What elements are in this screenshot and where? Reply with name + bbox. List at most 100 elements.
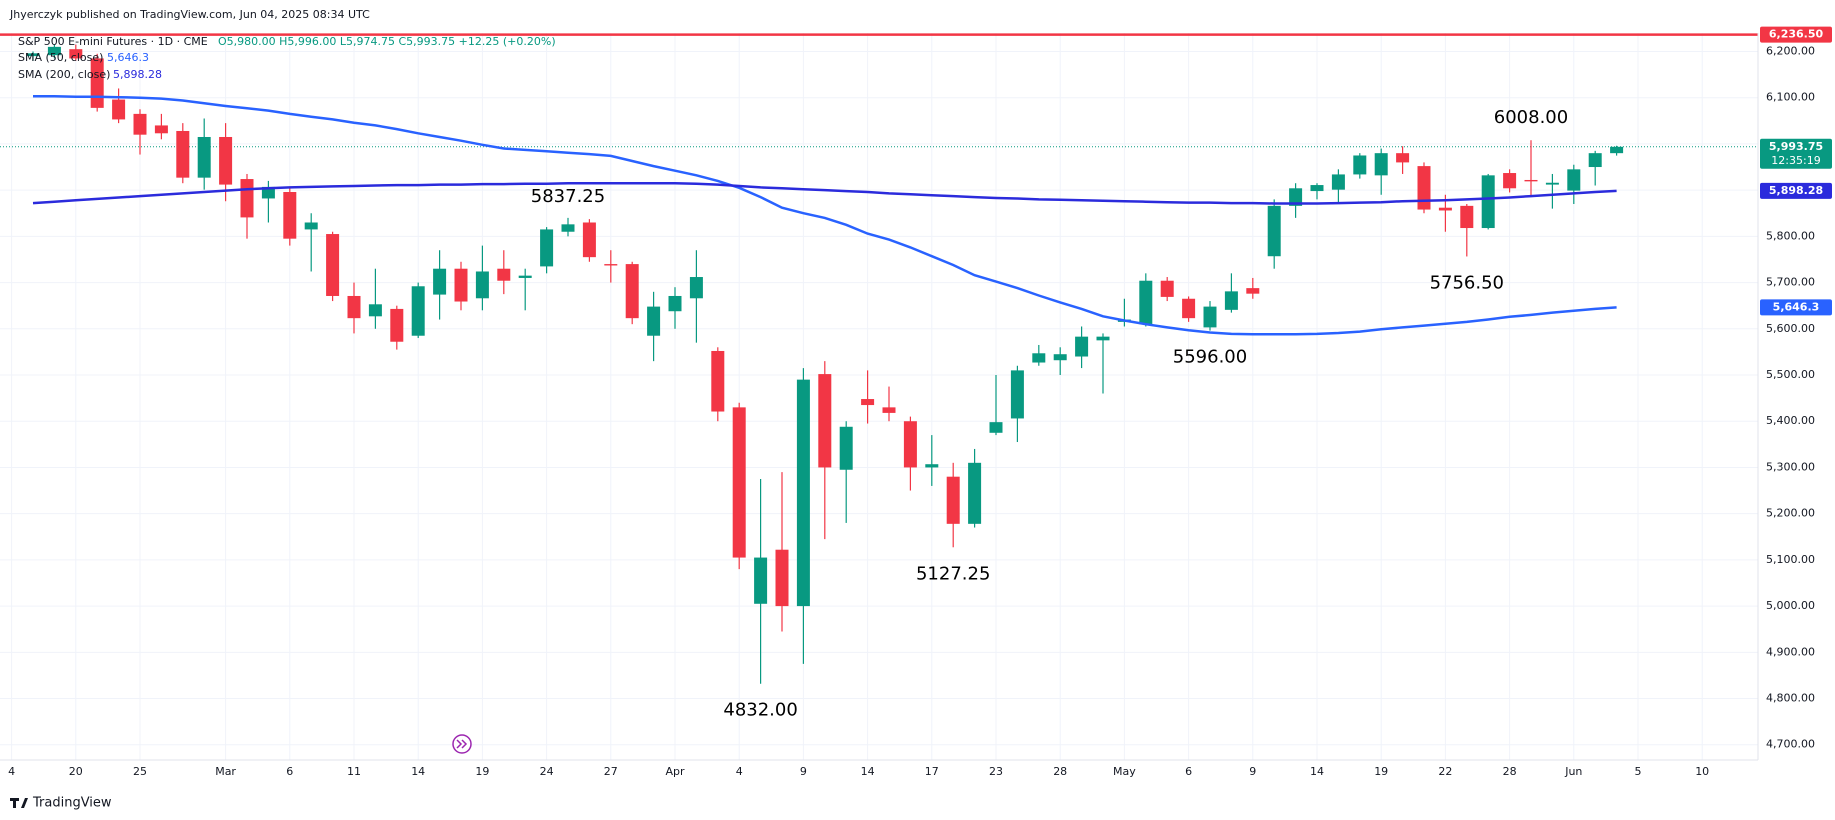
x-tick-label: 11 [347, 765, 361, 778]
candle-body [882, 407, 896, 413]
y-tick-label: 4,700.00 [1766, 738, 1815, 751]
candle-body [796, 379, 810, 607]
x-tick-label: 4 [8, 765, 15, 778]
y-tick-label: 5,200.00 [1766, 507, 1815, 520]
candle-body [946, 476, 960, 524]
candle-body [368, 304, 382, 317]
price-label: 6,236.50 [1769, 28, 1824, 41]
countdown: 12:35:19 [1771, 154, 1820, 167]
candle-body [475, 271, 489, 299]
x-tick-label: 17 [925, 765, 939, 778]
legend-symbol: S&P 500 E-mini Futures · 1D · CME [18, 35, 208, 48]
candle-body [1610, 146, 1624, 154]
x-tick-label: 14 [1310, 765, 1324, 778]
candle-body [839, 426, 853, 470]
candle-body [668, 295, 682, 312]
annotation: 5127.25 [916, 563, 990, 584]
candle-body [903, 421, 917, 468]
candle-body [647, 306, 661, 336]
x-tick-label: 27 [604, 765, 618, 778]
x-tick-label: 14 [411, 765, 425, 778]
x-tick-label: 23 [989, 765, 1003, 778]
legend-indicator-value: 5,646.3 [107, 51, 149, 64]
candle-body [775, 549, 789, 607]
candle-body [47, 46, 61, 56]
candle-body [1353, 155, 1367, 175]
candle-body [540, 229, 554, 267]
candle-body [197, 136, 211, 178]
x-tick-label: 28 [1503, 765, 1517, 778]
candle-body [561, 224, 575, 232]
x-tick-label: 19 [1374, 765, 1388, 778]
annotation: 5837.25 [531, 186, 605, 207]
candle-body [1310, 185, 1324, 192]
price-label: 5,646.3 [1773, 300, 1820, 313]
candle-body [1203, 306, 1217, 328]
price-label-box [1760, 299, 1832, 316]
candle-body [1545, 182, 1559, 185]
candle-body [90, 58, 104, 108]
y-tick-label: 4,900.00 [1766, 645, 1815, 658]
sma-line [33, 95, 1617, 336]
candle-body [1053, 354, 1067, 361]
x-tick-label: 19 [475, 765, 489, 778]
annotation: 5596.00 [1173, 347, 1247, 368]
candle-body [1374, 153, 1388, 176]
plot: 6008.00 5837.25 5756.50 5596.00 5127.25 4832.… [0, 33, 1758, 721]
price-label-box [1760, 26, 1832, 43]
candle-body [1139, 280, 1153, 325]
candle-body [433, 268, 447, 295]
candle-body [69, 49, 83, 59]
candle-body [1438, 207, 1452, 211]
x-tick-label: 14 [861, 765, 875, 778]
replay-icon[interactable] [452, 734, 472, 754]
candle-body [240, 179, 254, 218]
x-tick-label: 4 [736, 765, 743, 778]
legend-ohlc: O5,980.00 H5,996.00 L5,974.75 C5,993.75 … [218, 35, 556, 48]
candle-body [326, 234, 340, 296]
candle-body [925, 464, 939, 468]
candle-body [582, 222, 596, 258]
candle-body [1396, 153, 1410, 163]
y-tick-label: 6,200.00 [1766, 44, 1815, 57]
y-tick-label: 5,600.00 [1766, 322, 1815, 335]
x-tick-label: 9 [800, 765, 807, 778]
legend-indicator: SMA (200, close) [18, 68, 110, 81]
candle-body [518, 275, 532, 278]
candle-body [732, 407, 746, 558]
candle-body [1481, 175, 1495, 229]
y-tick-label: 5,000.00 [1766, 599, 1815, 612]
brand-logo [10, 798, 28, 808]
x-tick-label: May [1113, 765, 1136, 778]
candle-body [818, 374, 832, 468]
candle-body [1182, 298, 1196, 319]
brand: TradingView [32, 796, 112, 811]
x-tick-label: 9 [1249, 765, 1256, 778]
candle-body [1567, 169, 1581, 191]
candle-body [347, 295, 361, 319]
y-tick-label: 5,100.00 [1766, 553, 1815, 566]
candle-body [390, 308, 404, 342]
y-tick-label: 4,800.00 [1766, 692, 1815, 705]
candle-body [1075, 336, 1089, 357]
y-tick-label: 5,800.00 [1766, 229, 1815, 242]
x-tick-label: Jun [1564, 765, 1582, 778]
sma-line [32, 181, 1617, 205]
price-label-box [1760, 182, 1832, 199]
candle-body [1032, 353, 1046, 363]
publisher: Jhyerczyk published on TradingView.com, … [9, 8, 370, 21]
candle-body [1267, 205, 1281, 257]
candle-body [176, 130, 190, 178]
candle-body [1160, 280, 1174, 297]
grid [0, 33, 1758, 760]
candle-body [1224, 291, 1238, 310]
candle-body [411, 286, 425, 336]
candle-body [625, 264, 639, 319]
candle-body [219, 136, 233, 185]
price-label: 5,898.28 [1769, 184, 1823, 197]
x-tick-label: 28 [1053, 765, 1067, 778]
legend-indicator-value: 5,898.28 [113, 68, 162, 81]
x-tick-label: 6 [286, 765, 293, 778]
candle-body [604, 264, 618, 266]
